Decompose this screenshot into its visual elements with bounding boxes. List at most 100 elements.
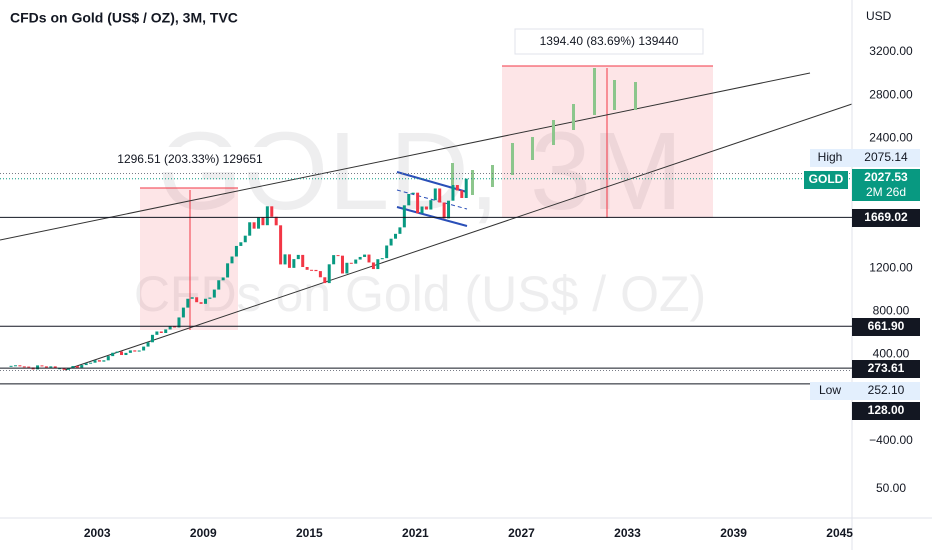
candle	[40, 365, 44, 367]
candle	[173, 326, 177, 328]
candle	[208, 297, 212, 299]
candle	[115, 351, 119, 353]
candle	[447, 200, 451, 219]
candle	[270, 206, 274, 217]
candle	[177, 317, 181, 328]
price-tag	[852, 360, 920, 378]
candle	[106, 356, 110, 361]
projection-bar	[491, 165, 494, 187]
candle	[292, 259, 296, 268]
candle	[402, 205, 406, 228]
price-tag-label: 1669.02	[864, 210, 908, 224]
projection-bar	[634, 82, 637, 110]
y-tick-label: 3200.00	[869, 44, 913, 58]
y-tick-label: 2800.00	[869, 87, 913, 101]
candle	[460, 190, 464, 198]
candle	[389, 238, 393, 246]
price-tag-label: 273.61	[868, 361, 905, 375]
projection-bar	[552, 120, 555, 145]
channel-line	[396, 171, 468, 193]
candle	[181, 307, 185, 318]
price-tag	[852, 402, 920, 420]
candle	[53, 366, 57, 369]
measure-box	[140, 188, 238, 330]
candle	[120, 351, 124, 356]
candle	[84, 363, 88, 366]
price-tag-label: 128.00	[868, 403, 905, 417]
candle	[155, 331, 159, 335]
candle	[301, 254, 305, 267]
candle	[411, 192, 415, 194]
candle	[212, 289, 216, 298]
candle	[75, 366, 79, 368]
candle	[111, 352, 115, 357]
projection-bar	[511, 143, 514, 175]
candle	[93, 360, 97, 363]
candle	[97, 360, 101, 362]
channel-mid	[396, 189, 468, 210]
candle	[13, 365, 17, 367]
candle	[234, 245, 238, 257]
low-value: 252.10	[868, 383, 905, 397]
measure-label-box	[514, 28, 704, 55]
projection-bar	[531, 137, 534, 160]
candle	[230, 256, 234, 264]
watermark-sub: CFDs on Gold (US$ / OZ)	[134, 266, 706, 322]
candle	[142, 346, 146, 351]
y-tick-label: 50.00	[876, 481, 906, 495]
candle	[44, 366, 48, 368]
projection-bar	[471, 170, 474, 195]
candle	[89, 362, 93, 364]
price-tag	[852, 209, 920, 227]
y-tick-label: 2400.00	[869, 131, 913, 145]
candle	[18, 365, 22, 367]
candle	[367, 254, 371, 263]
candle	[168, 326, 172, 330]
currency: USD	[866, 9, 892, 23]
candle	[296, 254, 300, 260]
candle	[424, 206, 428, 210]
candle	[217, 280, 221, 290]
candle	[274, 216, 278, 226]
projection	[451, 68, 637, 195]
candle	[433, 188, 437, 201]
last-name: GOLD	[809, 172, 844, 186]
high-name: High	[818, 150, 843, 164]
candle	[186, 298, 190, 308]
candle	[66, 368, 70, 370]
candle	[22, 366, 26, 368]
candle	[305, 266, 309, 270]
x-tick-label: 2015	[296, 526, 323, 540]
projection-bar	[593, 68, 596, 115]
y-tick-label: 800.00	[873, 303, 910, 317]
candle	[380, 258, 384, 260]
candle	[336, 255, 340, 257]
candle	[358, 256, 362, 260]
candle	[239, 242, 243, 246]
candle	[128, 350, 132, 353]
candle	[323, 277, 327, 284]
price-tag	[852, 318, 920, 336]
last-value: 2027.53	[864, 170, 908, 184]
trend-line	[64, 103, 853, 371]
candle	[376, 259, 380, 270]
candle	[248, 222, 252, 236]
candle	[150, 334, 154, 343]
candle	[124, 352, 128, 356]
candle	[102, 360, 106, 362]
measure-label: 1394.40 (83.69%) 139440	[540, 34, 679, 48]
candle	[340, 255, 344, 274]
chart-title: CFDs on Gold (US$ / OZ), 3M, TVC	[10, 10, 238, 26]
candle	[49, 366, 53, 368]
candle	[345, 262, 349, 274]
candle	[354, 259, 358, 264]
high-value: 2075.14	[864, 150, 908, 164]
y-tick-label: 1200.00	[869, 260, 913, 274]
candle	[257, 217, 261, 229]
candle	[190, 297, 194, 299]
candle	[287, 254, 291, 268]
candle	[203, 298, 207, 304]
x-tick-label: 2045	[826, 526, 853, 540]
candle	[363, 254, 367, 257]
